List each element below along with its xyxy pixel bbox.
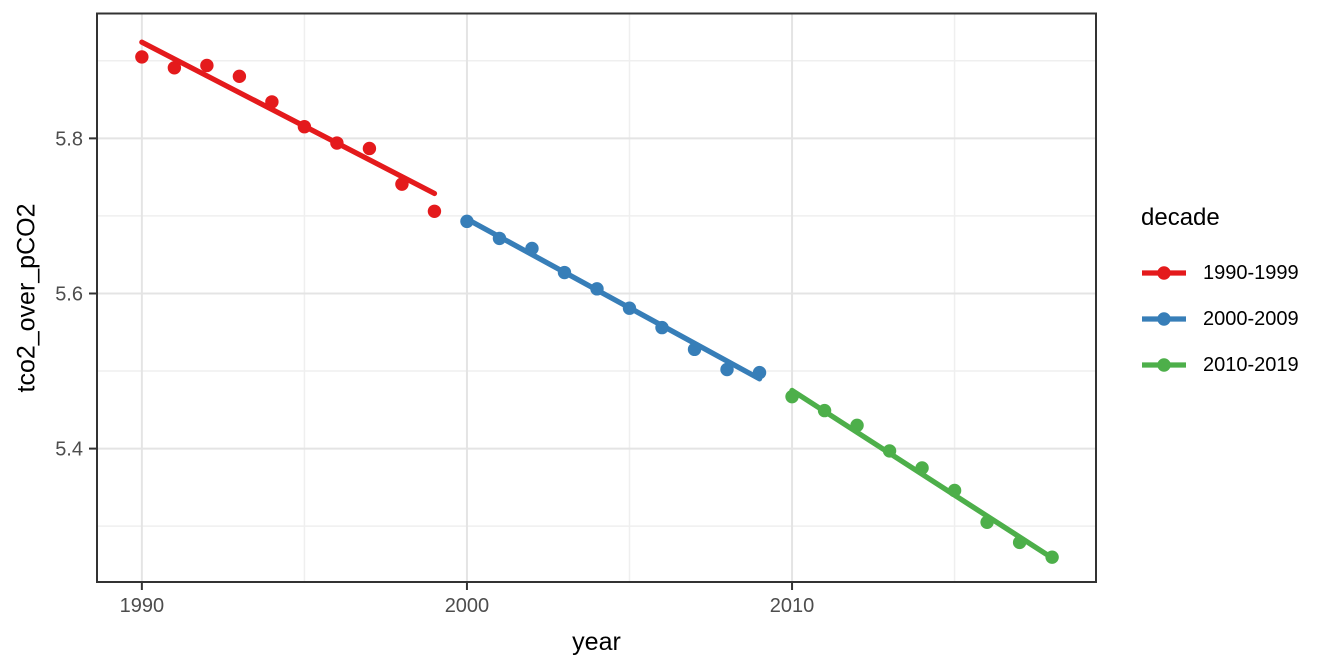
legend-title: decade <box>1141 204 1220 231</box>
legend-key-icon <box>1142 312 1186 326</box>
data-point <box>720 362 734 377</box>
x-tick-label: 1990 <box>120 595 165 617</box>
y-tick-label: 5.4 <box>55 439 83 461</box>
panel-border <box>96 12 1097 583</box>
x-tick-label: 2000 <box>445 595 490 617</box>
legend-item-2010-2019: 2010-2019 <box>1141 351 1299 379</box>
x-axis-title: year <box>572 628 621 656</box>
data-point <box>135 50 149 64</box>
trend-line <box>139 39 438 197</box>
trend-line <box>464 216 763 382</box>
data-point <box>427 204 442 218</box>
x-tick-label: 2010 <box>770 595 815 617</box>
y-axis-title: tco2_over_pCO2 <box>12 203 41 393</box>
data-point <box>167 61 182 75</box>
data-point <box>232 69 247 84</box>
legend-item-2000-2009: 2000-2009 <box>1141 305 1299 333</box>
y-tick-label: 5.8 <box>55 128 83 150</box>
data-point <box>200 58 214 73</box>
legend: decade 1990-1999 2000-2009 2010-2019 <box>1141 203 1299 379</box>
legend-item-1990-1999: 1990-1999 <box>1141 259 1299 287</box>
y-tick-label: 5.6 <box>55 283 83 305</box>
legend-key-icon <box>1142 266 1186 280</box>
legend-key-icon <box>1142 358 1186 372</box>
legend-items: 1990-1999 2000-2009 2010-2019 <box>1141 259 1299 379</box>
trend-line <box>789 387 1055 561</box>
data-point <box>362 141 377 156</box>
legend-label: 2010-2019 <box>1203 353 1299 376</box>
legend-label: 1990-1999 <box>1203 261 1299 284</box>
legend-label: 2000-2009 <box>1203 307 1299 330</box>
